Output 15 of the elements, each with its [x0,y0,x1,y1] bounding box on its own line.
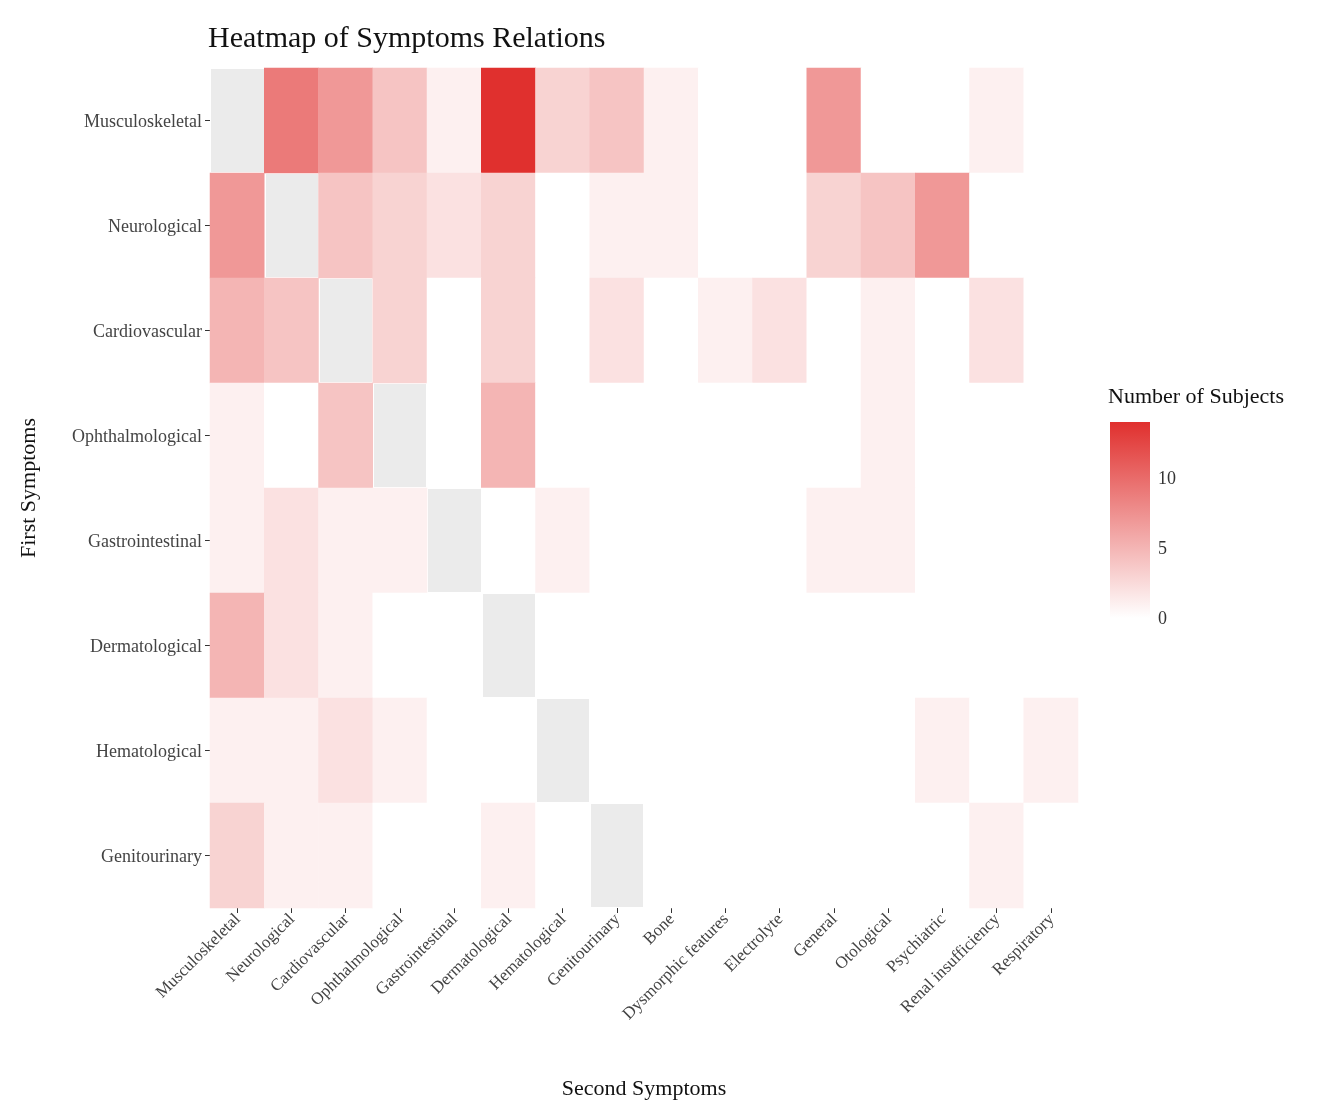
y-tick-label: Dermatological [90,635,202,656]
y-tick-label: Cardiovascular [93,320,202,341]
chart-title: Heatmap of Symptoms Relations [208,19,606,53]
y-tick-label: Gastrointestinal [88,530,202,551]
color-bar-label: 10 [1158,468,1176,488]
color-bar-title: Number of Subjects [1108,382,1284,408]
x-axis-title: Second Symptoms [561,1074,727,1100]
y-tick-label: Ophthalmological [72,425,202,446]
y-tick-label: Musculoskeletal [84,110,202,131]
y-axis-title: First Symptoms [14,418,40,558]
color-bar-label: 5 [1158,538,1167,558]
color-bar-label: 0 [1158,608,1167,628]
y-tick-label: Genitourinary [101,845,202,866]
y-tick-label: Hematological [96,740,202,761]
y-tick-label: Neurological [108,215,202,236]
